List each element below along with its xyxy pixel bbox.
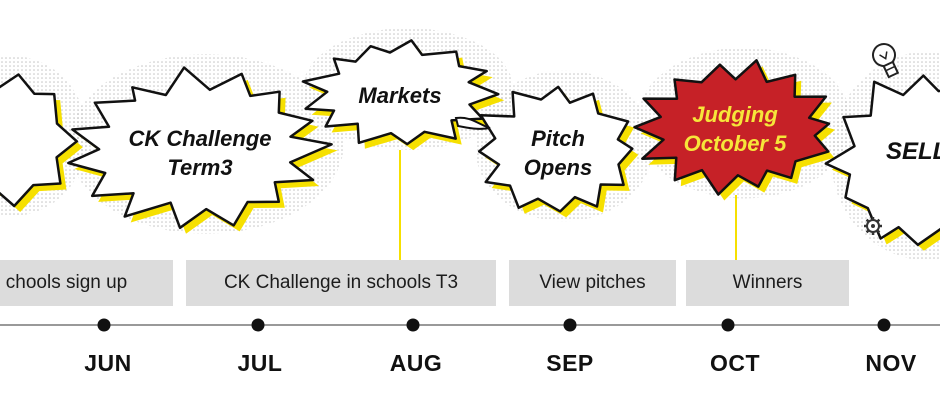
lightbulb-icon <box>872 43 900 79</box>
phase-bar-schools-sign-up: chools sign up <box>0 260 173 306</box>
phase-bar-view-pitches: View pitches <box>509 260 676 306</box>
phase-bar-ck-challenge: CK Challenge in schools T3 <box>186 260 496 306</box>
timeline-dot-oct <box>721 318 735 332</box>
burst-markets <box>301 39 500 146</box>
timeline-dot-sep <box>563 318 577 332</box>
month-label-jun: JUN <box>84 350 132 376</box>
month-label-jul: JUL <box>237 350 283 376</box>
timeline-dot-jul <box>251 318 265 332</box>
burst-label-sell: SELL <box>886 138 940 165</box>
burst-judging <box>633 59 831 196</box>
timeline-dot-jun <box>97 318 111 332</box>
phase-bar-winners: Winners <box>686 260 849 306</box>
burst-label-judging: Judging October 5 <box>683 102 787 156</box>
burst-label-markets: Markets <box>358 83 442 108</box>
burst-sell <box>824 74 940 247</box>
month-label-nov: NOV <box>865 350 917 376</box>
gear-icon <box>864 217 882 235</box>
burst-label-pitch-opens: Pitch Opens <box>523 126 593 180</box>
month-label-sep: SEP <box>546 350 594 376</box>
month-label-aug: AUG <box>389 350 443 376</box>
burst-left-edge <box>0 73 79 208</box>
timeline-dot-nov <box>877 318 891 332</box>
timeline-dot-aug <box>406 318 420 332</box>
month-label-oct: OCT <box>709 350 761 376</box>
burst-ck-challenge <box>67 66 333 230</box>
burst-pitch-opens <box>477 85 634 213</box>
burst-markets-tail <box>454 116 491 130</box>
burst-label-ck-challenge: CK Challenge Term3 <box>128 126 272 180</box>
